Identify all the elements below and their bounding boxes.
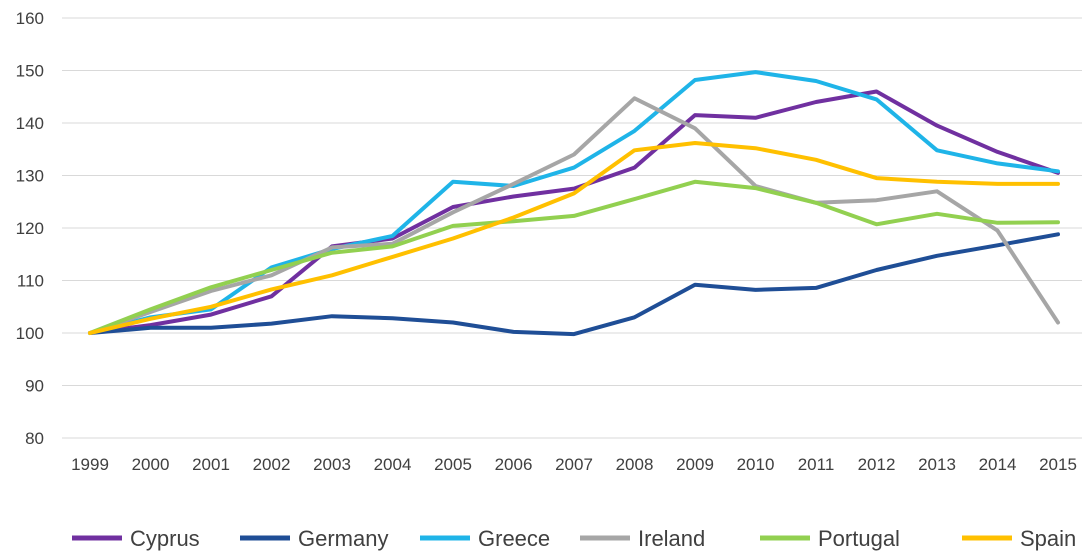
x-tick-label: 2001 <box>192 455 230 474</box>
x-tick-label: 2002 <box>253 455 291 474</box>
x-tick-label: 2008 <box>616 455 654 474</box>
legend-label-spain: Spain <box>1020 526 1076 551</box>
series-line-cyprus <box>88 89 1060 335</box>
x-tick-label: 2014 <box>979 455 1017 474</box>
legend-label-ireland: Ireland <box>638 526 705 551</box>
x-tick-label: 2015 <box>1039 455 1077 474</box>
y-tick-label: 100 <box>16 324 44 343</box>
x-tick-label: 2010 <box>737 455 775 474</box>
y-tick-label: 90 <box>25 377 44 396</box>
series-line-germany <box>88 232 1060 337</box>
grid-layer <box>62 17 1082 439</box>
x-tick-label: 2011 <box>798 455 835 474</box>
x-tick-label: 2005 <box>434 455 472 474</box>
x-tick-label: 2006 <box>495 455 533 474</box>
y-axis-ticks: 80 90 100 110 120 130 140 150 160 <box>16 9 44 448</box>
y-tick-label: 160 <box>16 9 44 28</box>
x-tick-label: 2004 <box>374 455 412 474</box>
y-tick-label: 130 <box>16 167 44 186</box>
legend: Cyprus Germany Greece Ireland Portugal Spain <box>72 526 1076 551</box>
legend-label-germany: Germany <box>298 526 388 551</box>
y-tick-label: 110 <box>17 272 44 291</box>
series-layer <box>88 70 1060 337</box>
y-tick-label: 150 <box>16 62 44 81</box>
y-tick-label: 120 <box>16 219 44 238</box>
x-tick-label: 2007 <box>555 455 593 474</box>
x-tick-label: 2003 <box>313 455 351 474</box>
x-tick-label: 2012 <box>858 455 896 474</box>
y-tick-label: 80 <box>25 429 44 448</box>
series-line-spain <box>88 141 1060 335</box>
x-tick-label: 2013 <box>918 455 956 474</box>
x-axis-ticks: 1999 2000 2001 2002 2003 2004 2005 2006 2007 2008… <box>71 455 1077 474</box>
y-tick-label: 140 <box>16 114 44 133</box>
legend-label-portugal: Portugal <box>818 526 900 551</box>
x-tick-label: 2009 <box>676 455 714 474</box>
x-tick-label: 2000 <box>132 455 170 474</box>
x-tick-label: 1999 <box>71 455 109 474</box>
legend-label-greece: Greece <box>478 526 550 551</box>
series-line-portugal <box>88 179 1060 335</box>
series-line-ireland <box>88 96 1060 335</box>
legend-label-cyprus: Cyprus <box>130 526 200 551</box>
